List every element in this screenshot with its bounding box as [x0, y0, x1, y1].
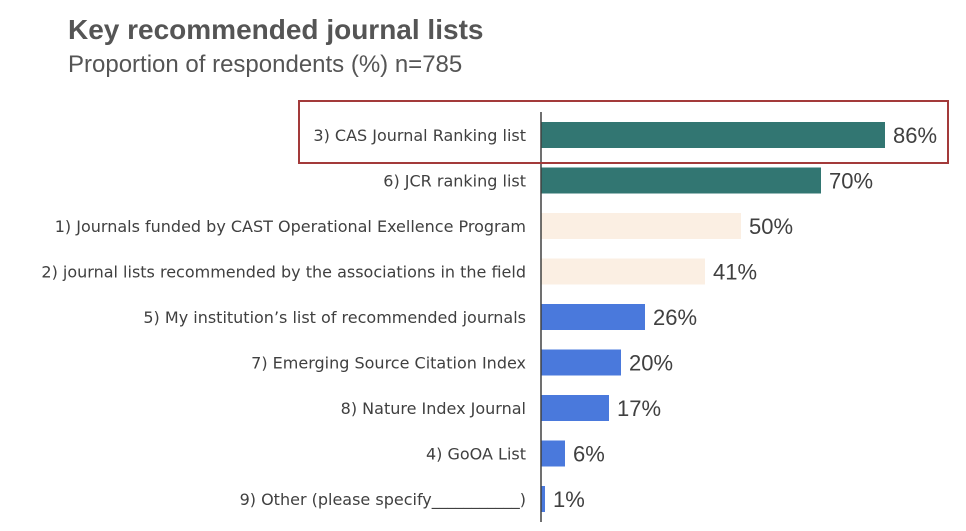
bar — [541, 213, 741, 239]
bar — [541, 258, 705, 285]
bar — [541, 304, 645, 330]
bar — [541, 167, 821, 194]
value-label: 1% — [553, 487, 585, 512]
value-label: 26% — [653, 305, 697, 330]
value-label: 6% — [573, 442, 605, 467]
bar — [541, 486, 545, 512]
value-label: 20% — [629, 351, 673, 376]
category-label: 7) Emerging Source Citation Index — [251, 354, 526, 373]
category-label: 5) My institution’s list of recommended … — [143, 308, 526, 327]
value-label: 70% — [829, 169, 873, 194]
highlight-box — [298, 100, 949, 164]
chart-title: Key recommended journal lists — [68, 14, 484, 45]
category-label: 4) GoOA List — [426, 445, 526, 464]
category-label: 1) Journals funded by CAST Operational E… — [55, 217, 526, 236]
chart-subtitle: Proportion of respondents (%) n=785 — [68, 51, 463, 78]
bars-layer: 3) CAS Journal Ranking list 86% 6) JCR ran… — [41, 122, 937, 512]
bar — [541, 349, 621, 376]
category-label: 8) Nature Index Journal — [341, 399, 526, 418]
category-label: 3) CAS Journal Ranking list — [313, 126, 526, 145]
bar — [541, 440, 565, 467]
bar — [541, 395, 609, 421]
bar — [541, 122, 885, 148]
value-label: 17% — [617, 396, 661, 421]
value-label: 86% — [893, 123, 937, 148]
category-label: 6) JCR ranking list — [383, 172, 526, 191]
value-label: 50% — [749, 214, 793, 239]
value-label: 41% — [713, 260, 757, 285]
category-label: 9) Other (please specify___________) — [240, 490, 526, 510]
category-label: 2) journal lists recommended by the asso… — [41, 263, 526, 282]
